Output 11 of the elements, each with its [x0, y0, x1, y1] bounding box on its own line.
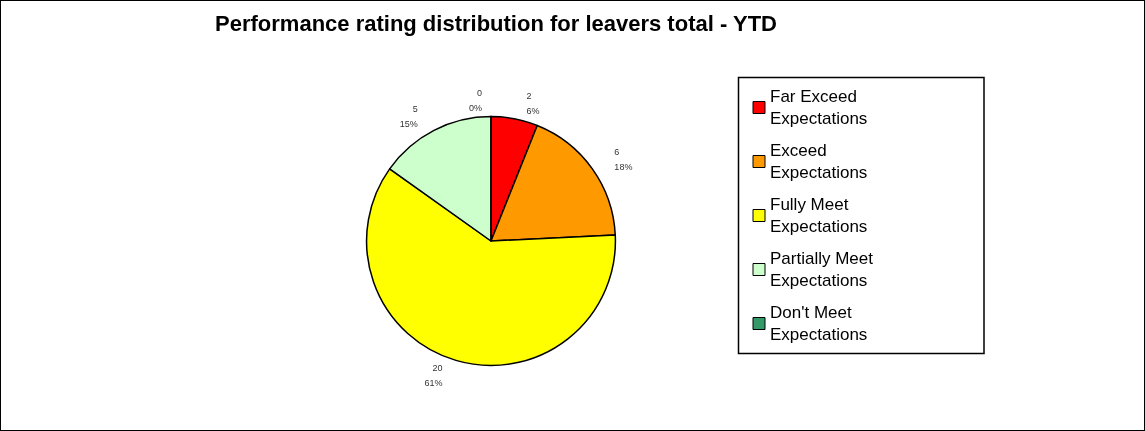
data-label: 20 61%: [424, 363, 443, 389]
legend-label: Far Exceed Expectations: [770, 87, 868, 128]
legend-label: Exceed Expectations: [770, 141, 868, 182]
chart-title: Performance rating distribution for leavers total - YTD: [215, 10, 777, 36]
legend-label: Fully Meet Expectations: [770, 195, 868, 236]
legend-label: Partially Meet Expectations: [770, 249, 874, 290]
text: 0 0%: [468, 88, 482, 114]
data-label: 2 6%: [526, 90, 540, 116]
data-label: 6 18%: [614, 147, 633, 173]
data-label: 5 15%: [399, 103, 418, 129]
legend-label: Don't Meet Expectations: [770, 303, 868, 344]
